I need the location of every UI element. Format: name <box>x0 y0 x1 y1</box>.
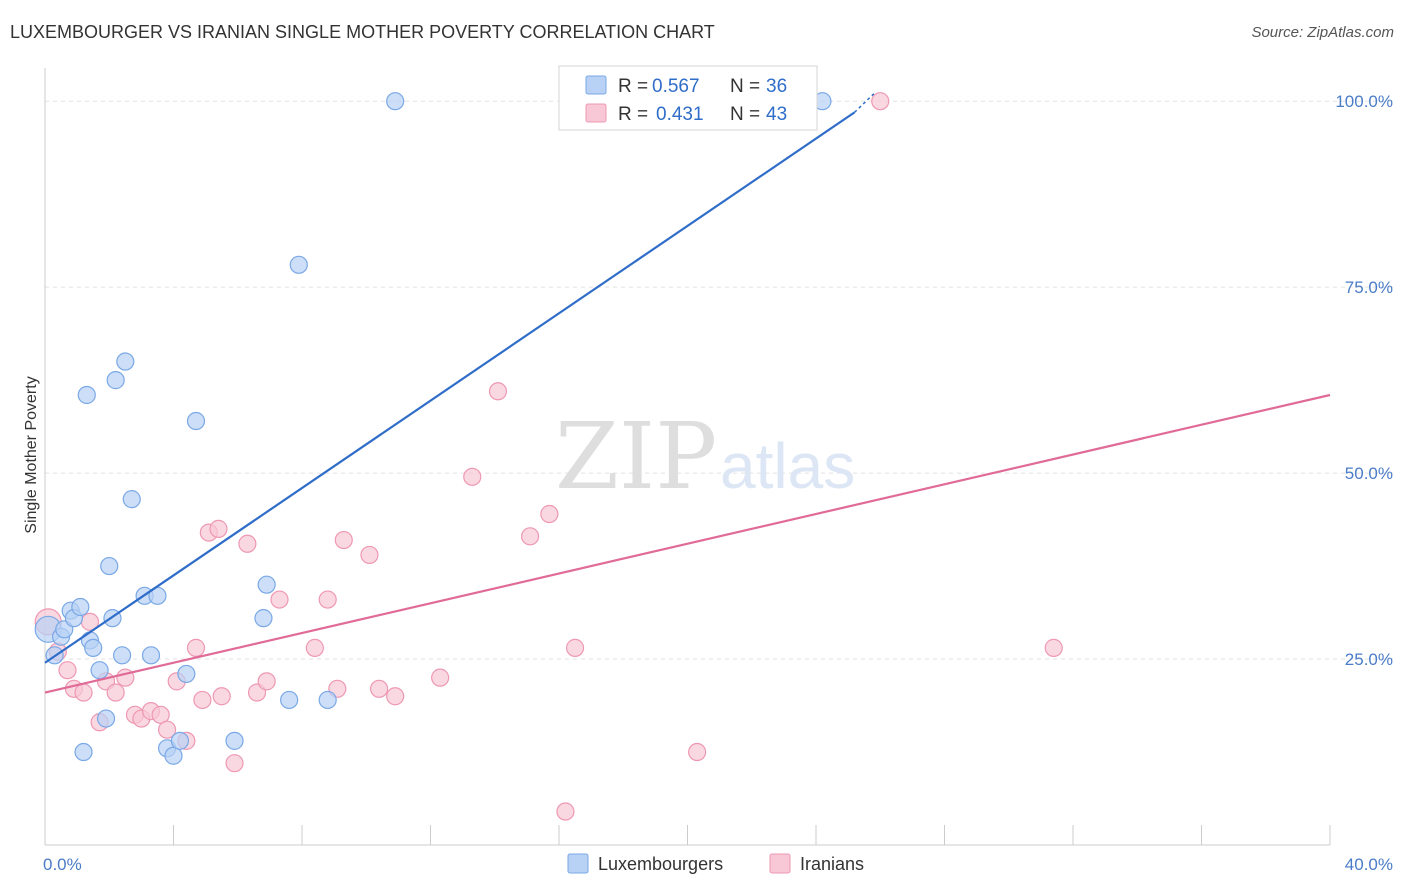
legend-swatch-luxembourgers <box>585 75 607 95</box>
point-luxembourgers <box>254 609 273 628</box>
legend-r-label-0: R = <box>618 76 648 97</box>
point-iranians <box>193 690 212 710</box>
point-luxembourgers <box>96 709 116 728</box>
legend-r-label-1: R = <box>618 104 648 125</box>
point-iranians <box>556 802 575 821</box>
legend-swatch-iranians <box>585 103 607 123</box>
y-tick-labels: 25.0% 50.0% 75.0% 100.0% <box>1335 92 1393 669</box>
point-iranians <box>238 534 257 553</box>
point-luxembourgers <box>122 490 141 509</box>
point-luxembourgers <box>386 92 405 111</box>
y-tick-label: 25.0% <box>1345 650 1393 669</box>
point-luxembourgers <box>77 385 96 405</box>
point-luxembourgers <box>106 371 125 390</box>
point-iranians <box>58 661 77 680</box>
point-iranians <box>209 519 228 538</box>
point-luxembourgers <box>318 690 337 710</box>
point-luxembourgers <box>170 731 190 750</box>
watermark-atlas: atlas <box>720 430 855 502</box>
point-luxembourgers <box>186 411 206 431</box>
series-legend-swatch-luxembourgers <box>567 853 589 874</box>
series-legend-label-iranians: Iranians <box>800 854 864 874</box>
trendlines <box>44 93 1331 694</box>
legend-n-label-1: N = <box>730 104 760 125</box>
point-iranians <box>565 638 585 657</box>
y-tick-label: 50.0% <box>1345 464 1393 483</box>
point-luxembourgers <box>225 731 244 750</box>
point-iranians <box>540 504 559 524</box>
point-iranians <box>520 527 540 546</box>
trendline-extension-luxembourgers <box>854 93 875 113</box>
point-iranians <box>212 687 231 706</box>
trendline-iranians <box>44 393 1331 694</box>
point-luxembourgers <box>141 646 161 665</box>
legend-n-value-0: 36 <box>766 76 787 97</box>
series-iranians <box>34 92 1063 821</box>
point-iranians <box>386 687 405 706</box>
point-luxembourgers <box>289 255 308 274</box>
point-luxembourgers <box>177 664 196 684</box>
series-legend-swatch-iranians <box>769 853 791 874</box>
point-iranians <box>871 92 890 111</box>
point-luxembourgers <box>257 575 276 594</box>
y-tick-label: 100.0% <box>1335 92 1393 111</box>
watermark: ZIP atlas <box>555 403 855 510</box>
point-iranians <box>360 545 379 565</box>
watermark-zip: ZIP <box>555 403 717 510</box>
point-iranians <box>106 683 125 702</box>
point-luxembourgers <box>100 556 119 576</box>
point-luxembourgers <box>280 690 299 710</box>
point-iranians <box>688 742 707 762</box>
gridlines <box>45 100 1395 660</box>
point-luxembourgers <box>84 638 103 657</box>
point-iranians <box>270 590 289 609</box>
point-iranians <box>186 638 206 657</box>
point-luxembourgers <box>74 742 93 762</box>
point-iranians <box>318 590 337 609</box>
axes <box>44 68 1331 846</box>
x-tick-labels: 0.0% 40.0% <box>43 855 1393 874</box>
point-luxembourgers <box>71 597 90 617</box>
trendline-luxembourgers <box>44 111 856 664</box>
point-iranians <box>257 672 276 691</box>
source-label: Source: ZipAtlas.com <box>1251 24 1394 41</box>
point-iranians <box>74 683 93 702</box>
legend-r-value-0: 0.567 <box>652 76 700 97</box>
chart-title: LUXEMBOURGER VS IRANIAN SINGLE MOTHER PO… <box>10 22 715 42</box>
y-tick-label: 75.0% <box>1345 278 1393 297</box>
point-luxembourgers <box>90 661 109 680</box>
y-axis-title: Single Mother Poverty <box>23 376 40 533</box>
point-iranians <box>225 754 244 773</box>
series-legend-label-luxembourgers: Luxembourgers <box>598 854 723 874</box>
legend-n-value-1: 43 <box>766 104 787 125</box>
legend-n-label-0: N = <box>730 76 760 97</box>
point-iranians <box>157 720 177 739</box>
point-iranians <box>334 530 353 550</box>
point-iranians <box>370 679 389 698</box>
point-iranians <box>431 668 450 687</box>
x-tick-label: 40.0% <box>1345 855 1393 874</box>
point-luxembourgers <box>112 646 132 665</box>
series-legend: Luxembourgers Iranians <box>567 853 864 874</box>
stats-legend: R = 0.567 N = 36 R = 0.431 N = 43 <box>558 65 818 131</box>
point-luxembourgers <box>116 352 135 371</box>
point-iranians <box>305 638 324 657</box>
legend-r-value-1: 0.431 <box>656 104 704 125</box>
point-iranians <box>1044 638 1063 657</box>
point-iranians <box>488 382 508 401</box>
x-tick-label: 0.0% <box>43 855 82 874</box>
point-iranians <box>463 467 482 486</box>
